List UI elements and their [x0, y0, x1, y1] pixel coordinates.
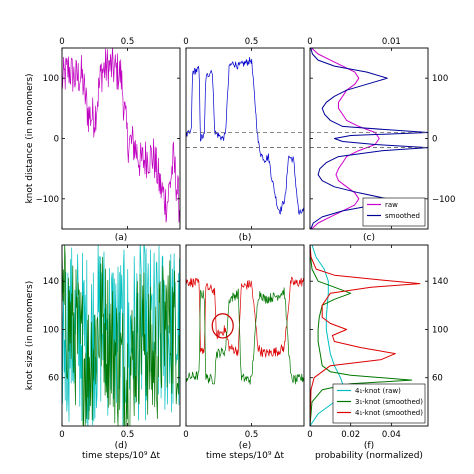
panel-f: 0 0.02 0.04 60 100 140 (f)probability (normali…	[307, 244, 448, 461]
panel-c: 0 0.01 −100 0 100 (c) raw smoothed	[307, 37, 455, 243]
legend-label-f-2: 4₁-knot (smoothed)	[355, 409, 423, 417]
x-tick-label-e-1: 0.5	[245, 430, 259, 440]
series-line-e-0	[186, 276, 304, 358]
y-tick-label-f-2: 140	[432, 277, 448, 287]
panel-e: 0 0.5(e)time steps/10⁹ Δt	[183, 244, 305, 461]
x-axis-label-d: time steps/10⁹ Δt	[82, 451, 160, 461]
x-tick-label-b-1: 0.5	[245, 37, 259, 47]
plot-area-e	[186, 276, 304, 385]
x-tick-label-a-0: 0	[59, 37, 64, 47]
x-tick-label-e-0: 0	[183, 430, 188, 440]
x-tick-label-c-1: 0.01	[382, 37, 401, 47]
panel-a: 0 0.5 −100 0 100 (a) knot distance (in monomer…	[25, 37, 181, 243]
y-tick-label-a-1: 0	[54, 135, 59, 145]
series-line-f-1	[310, 245, 413, 426]
panel-label-b: (b)	[239, 233, 252, 243]
panel-b: 0 0.5 (b)	[183, 37, 305, 243]
axes-frame-d	[61, 244, 181, 427]
y-axis-label-d: knot size (in monomers)	[25, 281, 35, 390]
plot-area-a	[62, 48, 180, 223]
y-tick-label-a-2: 100	[43, 74, 59, 84]
annotation-ellipse-e	[211, 313, 234, 339]
series-line-b-0	[186, 57, 304, 215]
y-tick-label-c-0: −100	[432, 195, 455, 205]
legend-label-f-0: 4₁-knot (raw)	[355, 387, 401, 395]
x-tick-label-d-0: 0	[59, 430, 64, 440]
panel-label-c: (c)	[363, 233, 375, 243]
legend-box-c	[362, 197, 426, 227]
axes-frame-b	[185, 47, 305, 230]
x-tick-label-f-0: 0	[307, 430, 312, 440]
series-line-c-1	[310, 48, 428, 229]
y-axis-label-a: knot distance (in monomers)	[25, 73, 35, 203]
series-line-f-2	[310, 245, 421, 426]
series-line-d-1	[62, 245, 180, 426]
panel-label-e: (e)	[239, 441, 252, 451]
panel-label-d: (d)	[115, 441, 128, 451]
y-tick-label-f-0: 60	[432, 374, 443, 384]
y-tick-label-d-1: 100	[43, 325, 59, 335]
x-axis-label-f: probability (normalized)	[315, 451, 423, 461]
y-tick-label-d-2: 140	[43, 277, 59, 287]
x-tick-label-a-1: 0.5	[121, 37, 135, 47]
x-tick-label-f-1: 0.02	[341, 430, 360, 440]
axes-frame-e	[185, 244, 305, 427]
panel-d: 0 0.5 60 100 140 (d)time steps/10⁹ Δt knot siz…	[25, 244, 181, 461]
panel-label-a: (a)	[115, 233, 128, 243]
legend-label-f-1: 3₁-knot (smoothed)	[355, 398, 423, 406]
x-tick-label-b-0: 0	[183, 37, 188, 47]
plot-area-d	[62, 245, 180, 426]
axes-frame-f	[309, 244, 429, 427]
y-tick-label-f-1: 100	[432, 325, 448, 335]
series-line-c-0	[311, 48, 380, 229]
x-tick-label-c-0: 0	[307, 37, 312, 47]
series-line-a-0	[62, 48, 180, 223]
y-tick-label-d-0: 60	[48, 374, 59, 384]
legend-label-c-0: raw	[385, 201, 398, 209]
legend-label-c-1: smoothed	[385, 212, 420, 220]
x-tick-label-d-1: 0.5	[121, 430, 135, 440]
y-tick-label-c-1: 0	[432, 135, 437, 145]
plot-area-b	[186, 57, 304, 215]
series-line-e-1	[186, 287, 304, 385]
y-tick-label-a-0: −100	[36, 195, 59, 205]
y-tick-label-c-2: 100	[432, 74, 448, 84]
x-tick-label-f-2: 0.04	[382, 430, 401, 440]
plot-area-c	[310, 48, 428, 229]
x-axis-label-e: time steps/10⁹ Δt	[206, 451, 284, 461]
panel-label-f: (f)	[364, 441, 374, 451]
